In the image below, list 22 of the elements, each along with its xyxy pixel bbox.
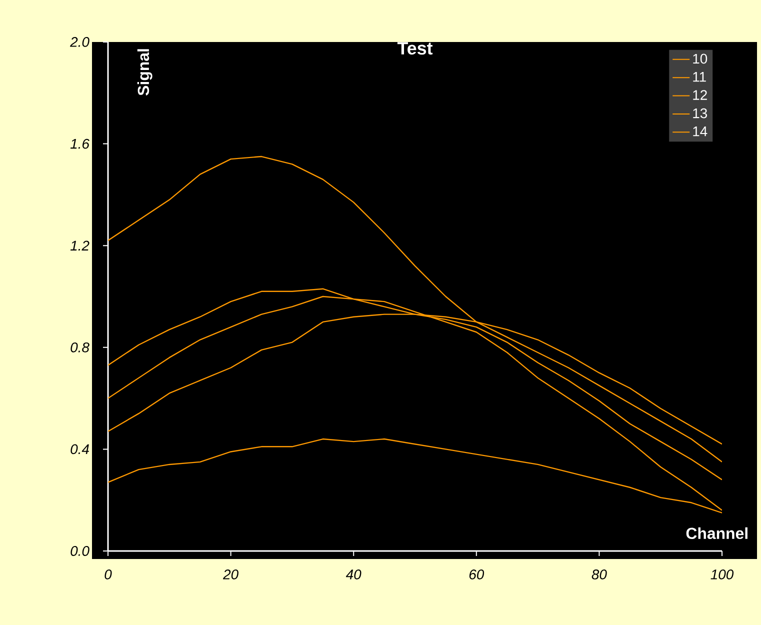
x-tick-label: 20 bbox=[222, 570, 238, 580]
x-tick-label: 40 bbox=[346, 570, 362, 580]
legend-label: 10 bbox=[693, 54, 708, 64]
y-tick-label: 1.2 bbox=[70, 240, 90, 250]
x-axis-title: Channel bbox=[686, 527, 748, 540]
y-tick-label: 0.0 bbox=[70, 546, 90, 556]
x-tick-label: 0 bbox=[104, 570, 112, 580]
y-axis-title: Signal bbox=[137, 49, 152, 96]
x-tick-label: 60 bbox=[469, 570, 484, 580]
x-tick-label: 100 bbox=[710, 570, 734, 580]
y-tick-label: 0.8 bbox=[70, 342, 90, 352]
legend-label: 13 bbox=[693, 108, 707, 118]
x-tick-label: 80 bbox=[592, 570, 607, 580]
y-tick-label: 2.0 bbox=[70, 37, 90, 47]
legend-label: 12 bbox=[693, 90, 707, 100]
line-series bbox=[108, 288, 722, 511]
chart-title: Test bbox=[397, 42, 433, 55]
line-series bbox=[108, 156, 722, 463]
legend-label: 11 bbox=[693, 72, 706, 82]
y-tick-label: 0.4 bbox=[70, 444, 89, 454]
legend-label: 14 bbox=[693, 126, 708, 136]
y-tick-label: 1.6 bbox=[70, 138, 90, 149]
